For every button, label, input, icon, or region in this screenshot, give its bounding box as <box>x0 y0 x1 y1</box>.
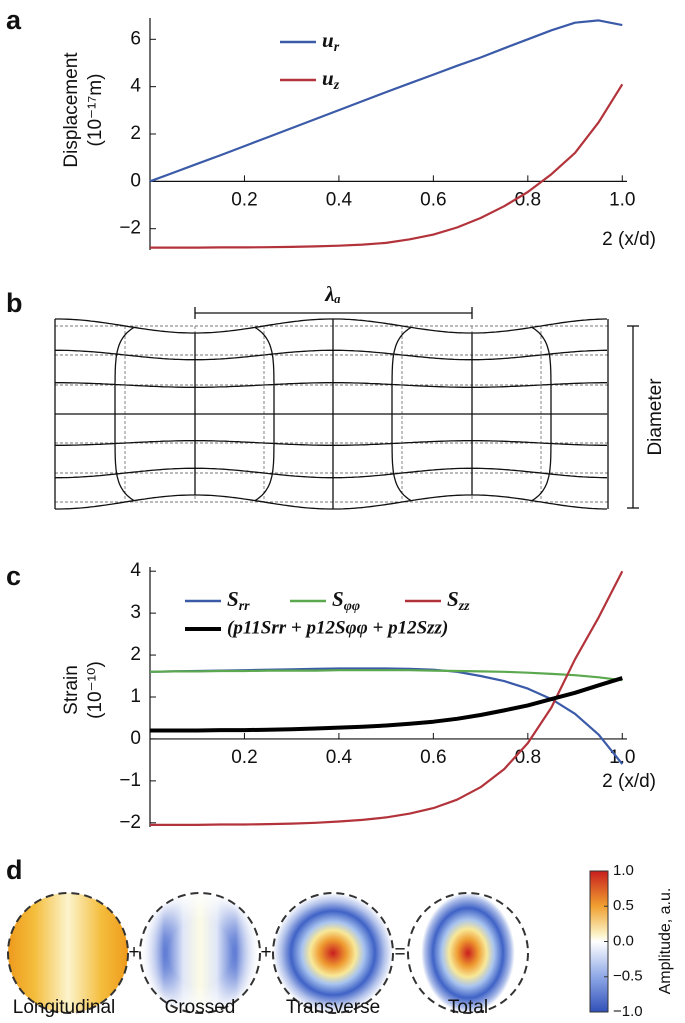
y-axis-label: Displacement <box>61 52 82 168</box>
x-tick-label: 1.0 <box>609 747 635 768</box>
map-label: Longitudinal <box>13 997 115 1018</box>
colorbar-tick-label: 0.0 <box>613 932 634 949</box>
x-tick-label: 1.0 <box>609 189 635 210</box>
x-tick-label: 0.2 <box>231 747 257 768</box>
y-axis-label: (10⁻¹⁰) <box>85 661 106 719</box>
longitudinal-map <box>7 892 129 1014</box>
x-tick-label: 0.8 <box>515 189 541 210</box>
operator: + <box>260 942 271 963</box>
y-tick-label: −2 <box>119 218 141 239</box>
x-tick-label: 0.8 <box>515 747 541 768</box>
y-tick-label: 4 <box>130 76 141 97</box>
series-line <box>150 570 624 826</box>
transverse-map <box>272 892 394 1014</box>
y-tick-label: 1 <box>130 686 141 707</box>
legend-label: Szz <box>447 587 470 614</box>
legend-label: ur <box>322 28 340 55</box>
series-line <box>149 19 623 183</box>
x-axis-label: 2 (x/d) <box>602 229 656 250</box>
x-tick-label: 0.4 <box>326 747 353 768</box>
deformed-line <box>55 349 607 361</box>
y-tick-label: 4 <box>130 560 141 581</box>
y-tick-label: 3 <box>130 602 141 623</box>
y-tick-label: −2 <box>119 812 141 833</box>
panel-label: d <box>6 855 23 885</box>
y-tick-label: −1 <box>119 770 141 791</box>
legend-label: Srr <box>227 587 250 614</box>
legend-label: (p11Srr + p12Sφφ + p12Szz) <box>227 617 448 638</box>
x-axis-label: 2 (x/d) <box>602 771 656 792</box>
series-line <box>149 669 623 682</box>
deformed-line <box>55 440 607 446</box>
crossed-map-edge <box>139 892 261 1014</box>
deformed-line <box>55 467 607 479</box>
x-tick-label: 0.6 <box>420 189 446 210</box>
y-tick-label: 2 <box>130 123 141 144</box>
panel-label: c <box>6 561 21 591</box>
deformed-line <box>114 326 135 502</box>
colorbar-tick-label: −0.5 <box>613 968 643 985</box>
colorbar-tick-label: 0.5 <box>613 897 634 914</box>
panel-label: b <box>6 288 23 318</box>
map-label: Total <box>448 997 488 1018</box>
colorbar-label: Amplitude, a.u. <box>657 888 674 995</box>
deformed-line <box>55 318 607 334</box>
deformed-line <box>391 326 412 502</box>
y-tick-label: 0 <box>130 728 141 749</box>
legend-label: Sφφ <box>332 587 360 614</box>
series-line <box>150 676 623 733</box>
colorbar-tick-label: 1.0 <box>613 862 634 879</box>
y-tick-label: 6 <box>130 28 141 49</box>
total-map <box>407 892 529 1014</box>
operator: + <box>128 942 139 963</box>
y-axis-label: Strain <box>61 665 82 715</box>
legend-label: uz <box>322 66 340 93</box>
y-tick-label: 0 <box>130 170 141 191</box>
mode-maps: + + = Longitudinal Crossed Transverse To… <box>7 870 674 1018</box>
series-line <box>150 83 624 249</box>
map-label: Crossed <box>165 997 236 1018</box>
x-tick-label: 0.4 <box>326 189 353 210</box>
colorbar-tick-label: −1.0 <box>613 1003 643 1020</box>
deformed-line <box>55 382 607 388</box>
series-line <box>149 667 624 765</box>
x-tick-label: 0.2 <box>231 189 257 210</box>
deformed-line <box>531 326 552 502</box>
diameter-label: Diameter <box>645 378 666 456</box>
panel-label: a <box>6 5 22 35</box>
wavelength-label: λₐ <box>324 282 341 306</box>
deformed-line <box>254 326 275 502</box>
x-tick-label: 0.6 <box>420 747 446 768</box>
map-label: Transverse <box>286 997 380 1018</box>
operator: = <box>394 942 405 963</box>
y-axis-label: (10⁻¹⁷m) <box>85 74 106 147</box>
deformed-line <box>55 494 607 510</box>
y-tick-label: 2 <box>130 644 141 665</box>
deformation-diagram: λₐ Diameter <box>54 282 666 510</box>
